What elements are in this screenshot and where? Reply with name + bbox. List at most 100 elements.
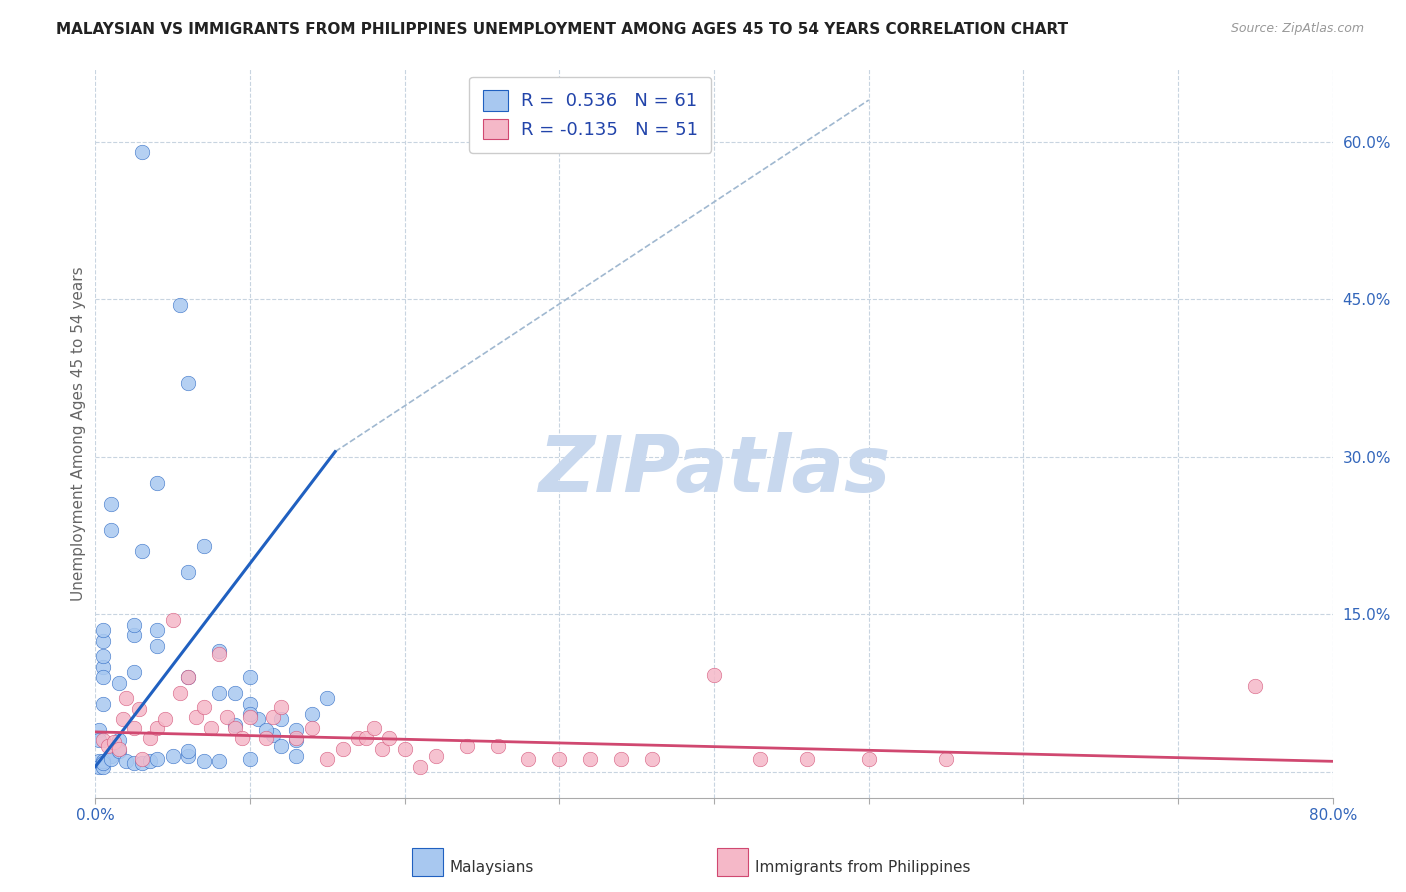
Point [87,755,110,769]
Point [146,752,169,766]
Point [91,733,114,747]
Point [100,749,122,764]
Point [224,717,246,731]
Point [262,710,284,724]
Point [131,544,153,558]
Point [177,744,200,758]
Point [122,756,145,771]
Point [208,686,231,700]
Point [316,691,339,706]
Point [193,539,215,553]
Point [193,699,215,714]
Point [316,752,339,766]
Point [224,686,246,700]
Point [208,755,231,769]
Point [107,744,129,758]
Point [262,728,284,742]
Point [91,660,114,674]
Point [208,644,231,658]
Point [91,759,114,773]
Point [97,739,120,753]
Point [215,710,238,724]
Point [153,712,176,726]
Point [146,639,169,653]
Point [239,752,262,766]
Point [91,697,114,711]
Text: MALAYSIAN VS IMMIGRANTS FROM PHILIPPINES UNEMPLOYMENT AMONG AGES 45 TO 54 YEARS : MALAYSIAN VS IMMIGRANTS FROM PHILIPPINES… [56,22,1069,37]
Point [122,618,145,632]
Text: Source: ZipAtlas.com: Source: ZipAtlas.com [1230,22,1364,36]
Point [122,628,145,642]
Point [112,712,135,726]
Point [285,731,308,746]
Text: Malaysians: Malaysians [450,861,534,875]
Point [107,675,129,690]
Point [579,752,602,766]
Point [749,752,772,766]
Point [239,670,262,684]
Point [91,670,114,684]
Point [131,752,153,766]
Point [935,752,957,766]
Point [456,739,478,753]
Point [177,376,200,391]
Point [703,668,725,682]
Point [517,752,540,766]
Point [177,670,200,684]
Point [177,670,200,684]
Point [91,623,114,637]
Point [122,665,145,679]
Point [169,686,191,700]
Point [169,298,191,312]
Point [138,755,160,769]
Point [285,749,308,764]
Point [103,735,125,749]
Point [1244,679,1267,693]
Point [231,731,253,746]
Point [115,755,138,769]
Point [548,752,571,766]
Point [177,749,200,764]
Point [122,721,145,735]
Point [285,733,308,747]
Point [239,697,262,711]
Point [378,731,401,746]
Point [87,733,110,747]
Point [347,731,370,746]
Point [184,710,207,724]
Point [107,741,129,756]
Point [858,752,880,766]
Point [208,647,231,661]
Point [394,741,416,756]
Point [270,712,292,726]
Point [332,741,354,756]
Point [131,145,153,160]
Point [486,739,509,753]
Point [301,707,323,722]
Point [115,691,138,706]
Point [162,749,184,764]
Point [641,752,664,766]
Point [177,566,200,580]
Point [91,756,114,771]
Point [100,524,122,538]
Point [146,623,169,637]
Point [370,741,392,756]
Point [409,759,432,773]
Point [425,749,447,764]
Text: ZIPatlas: ZIPatlas [538,432,890,508]
Point [131,756,153,771]
Point [107,733,129,747]
Point [610,752,633,766]
Point [200,721,222,735]
Legend: R =  0.536   N = 61, R = -0.135   N = 51: R = 0.536 N = 61, R = -0.135 N = 51 [470,77,711,153]
Point [162,613,184,627]
Point [270,699,292,714]
Point [100,752,122,766]
Point [146,721,169,735]
Point [254,731,277,746]
Point [301,721,323,735]
Point [363,721,385,735]
Point [128,702,150,716]
Point [224,721,246,735]
